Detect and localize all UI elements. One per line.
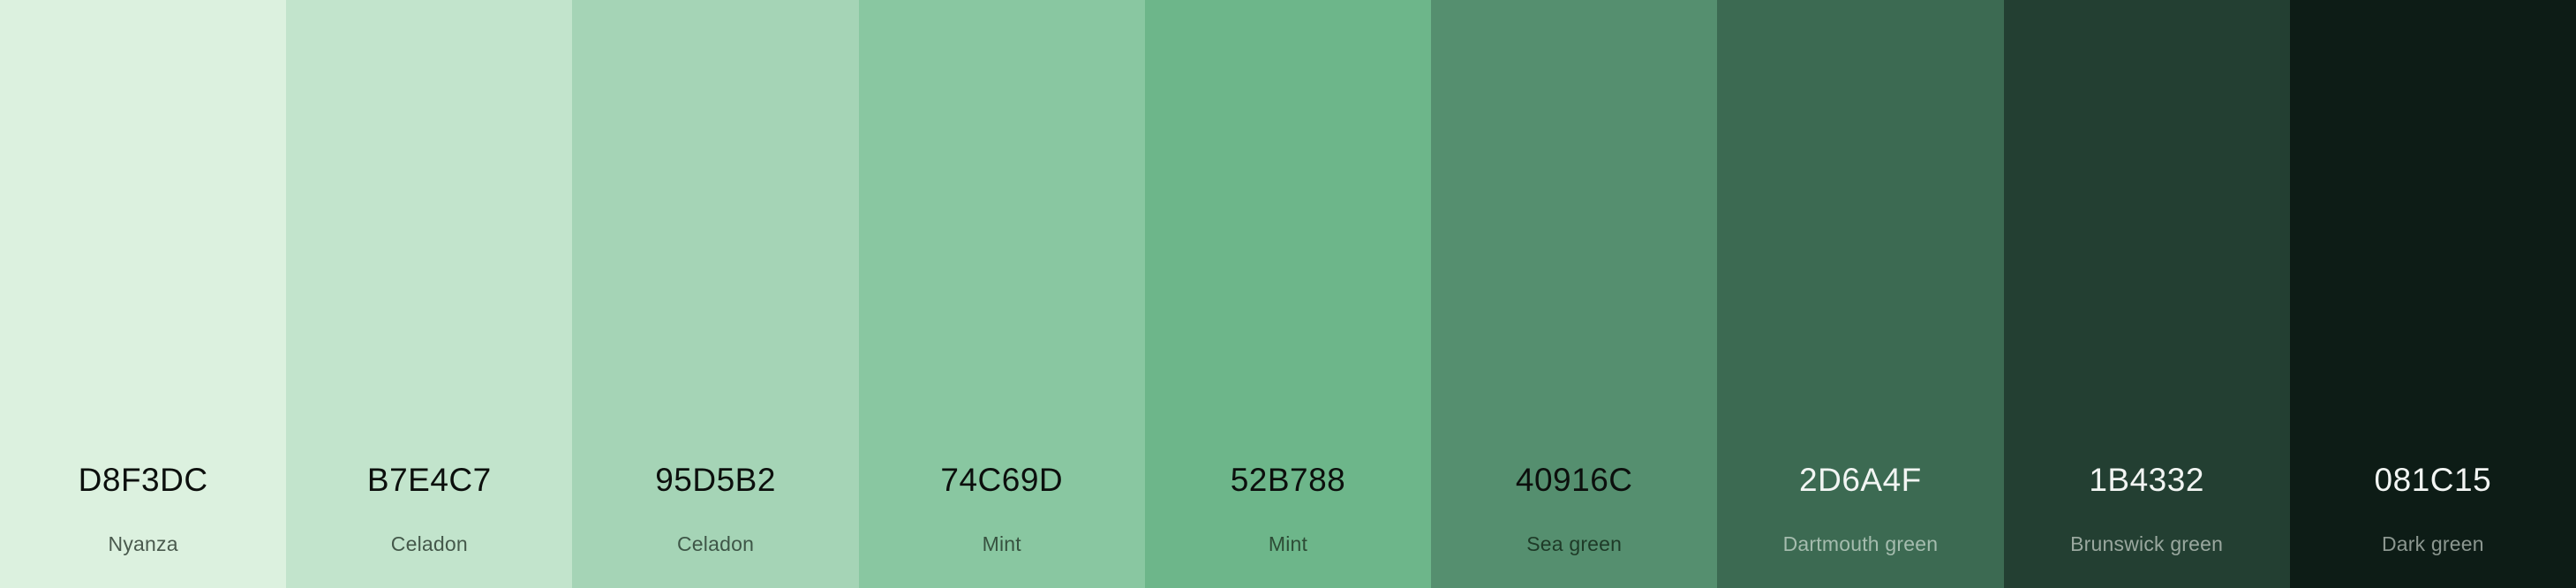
color-swatch-8[interactable]: 1B4332 Brunswick green bbox=[2003, 0, 2290, 588]
color-name: Dark green bbox=[2381, 532, 2484, 555]
color-name: Nyanza bbox=[108, 532, 178, 555]
hex-code: 74C69D bbox=[940, 462, 1064, 498]
hex-code: D8F3DC bbox=[78, 462, 208, 498]
color-swatch-4[interactable]: 74C69D Mint bbox=[858, 0, 1145, 588]
color-swatch-2[interactable]: B7E4C7 Celadon bbox=[286, 0, 573, 588]
color-name: Celadon bbox=[390, 532, 468, 555]
hex-code: 2D6A4F bbox=[1799, 462, 1922, 498]
hex-code: 95D5B2 bbox=[655, 462, 776, 498]
color-name: Mint bbox=[1268, 532, 1308, 555]
color-name: Brunswick green bbox=[2070, 532, 2224, 555]
color-name: Mint bbox=[982, 532, 1021, 555]
hex-code: 081C15 bbox=[2374, 462, 2492, 498]
hex-code: 40916C bbox=[1515, 462, 1633, 498]
color-swatch-3[interactable]: 95D5B2 Celadon bbox=[572, 0, 859, 588]
color-name: Sea green bbox=[1526, 532, 1623, 555]
color-swatch-6[interactable]: 40916C Sea green bbox=[1431, 0, 1718, 588]
color-swatch-5[interactable]: 52B788 Mint bbox=[1144, 0, 1432, 588]
hex-code: 1B4332 bbox=[2089, 462, 2204, 498]
color-swatch-7[interactable]: 2D6A4F Dartmouth green bbox=[1717, 0, 2004, 588]
hex-code: B7E4C7 bbox=[366, 462, 492, 498]
color-swatch-9[interactable]: 081C15 Dark green bbox=[2289, 0, 2576, 588]
color-name: Celadon bbox=[677, 532, 755, 555]
color-swatch-1[interactable]: D8F3DC Nyanza bbox=[0, 0, 287, 588]
color-name: Dartmouth green bbox=[1782, 532, 1939, 555]
hex-code: 52B788 bbox=[1230, 462, 1346, 498]
